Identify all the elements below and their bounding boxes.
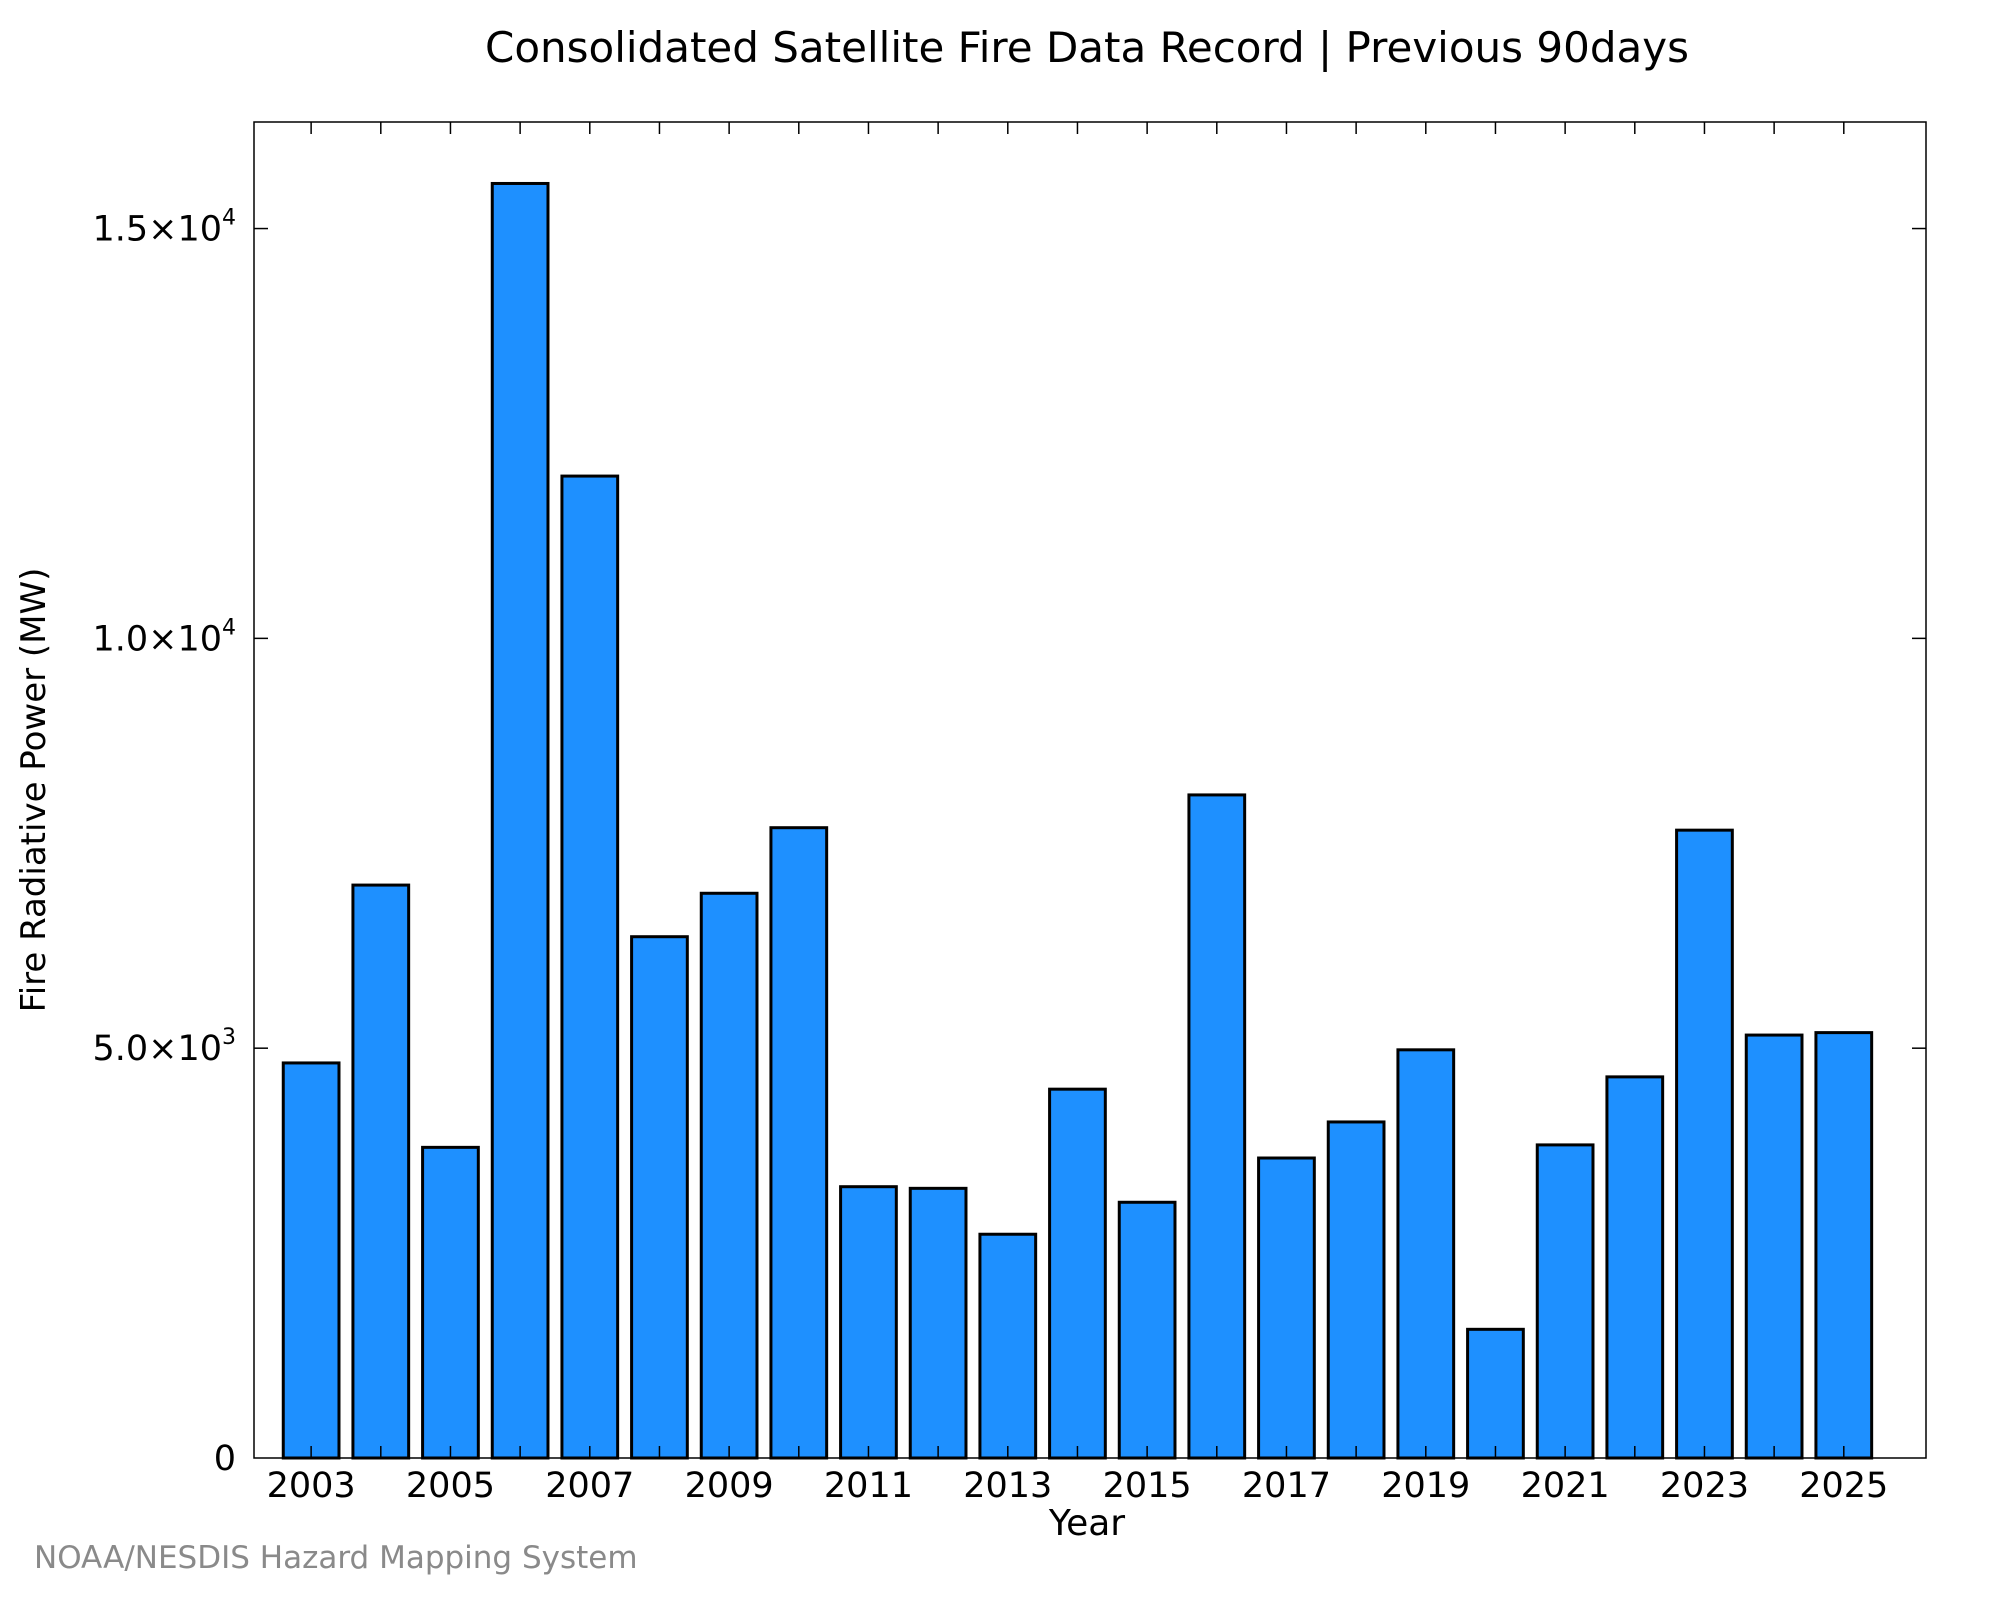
bar-2016 — [1187, 793, 1247, 1460]
y-tick-label: 5.0×103 — [92, 1025, 236, 1069]
bar-2019 — [1396, 1048, 1456, 1460]
bars-group — [281, 181, 1874, 1460]
y-tick-mantissa: 5.0×10 — [92, 1029, 222, 1069]
y-tick-mantissa: 1.5×10 — [92, 210, 222, 250]
y-tick-label: 1.5×104 — [92, 206, 236, 250]
bar-2024 — [1744, 1033, 1804, 1460]
x-tick-label: 2003 — [267, 1466, 356, 1506]
bar-2011 — [839, 1185, 898, 1460]
bar-2008 — [630, 935, 689, 1460]
plot-frame — [253, 121, 1927, 1459]
bar-2013 — [978, 1232, 1038, 1460]
x-tick-label: 2017 — [1242, 1466, 1331, 1506]
bar-2023 — [1675, 828, 1734, 1460]
y-tick-exponent: 4 — [222, 615, 236, 640]
bar-2004 — [351, 883, 411, 1460]
bar-2014 — [1048, 1087, 1107, 1460]
x-tick-label: 2019 — [1381, 1466, 1470, 1506]
bar-2020 — [1466, 1327, 1525, 1460]
source-credit: NOAA/NESDIS Hazard Mapping System — [34, 1540, 638, 1576]
bar-2010 — [769, 826, 829, 1460]
bar-2022 — [1605, 1075, 1665, 1460]
bar-2009 — [699, 891, 759, 1460]
x-tick-label: 2005 — [406, 1466, 495, 1506]
bar-2025 — [1814, 1031, 1874, 1460]
y-tick-mantissa: 0 — [214, 1439, 236, 1479]
x-tick-label: 2021 — [1521, 1466, 1610, 1506]
x-tick-label: 2013 — [963, 1466, 1052, 1506]
bar-2006 — [490, 181, 550, 1460]
bar-2021 — [1535, 1143, 1595, 1460]
y-tick-label: 1.0×104 — [92, 615, 236, 659]
bar-2018 — [1326, 1120, 1386, 1460]
y-tick-exponent: 3 — [222, 1025, 236, 1050]
y-tick-label: 0 — [214, 1439, 236, 1479]
bar-2012 — [908, 1186, 968, 1460]
y-tick-exponent: 4 — [222, 206, 236, 231]
y-tick-mantissa: 1.0×10 — [92, 619, 222, 659]
bar-2015 — [1117, 1200, 1177, 1460]
x-tick-label: 2007 — [545, 1466, 634, 1506]
x-tick-label: 2025 — [1799, 1466, 1888, 1506]
x-axis-label: Year — [1048, 1503, 1125, 1544]
chart-title: Consolidated Satellite Fire Data Record … — [485, 23, 1689, 72]
x-tick-label: 2009 — [685, 1466, 774, 1506]
x-tick-label: 2011 — [824, 1466, 913, 1506]
x-tick-label: 2023 — [1660, 1466, 1749, 1506]
x-tick-label: 2015 — [1103, 1466, 1192, 1506]
bar-2017 — [1257, 1156, 1316, 1460]
bar-2003 — [281, 1061, 341, 1460]
bar-2007 — [560, 474, 620, 1460]
y-axis-label: Fire Radiative Power (MW) — [14, 568, 54, 1013]
bar-2005 — [421, 1145, 480, 1460]
axes-group: 2003 2005 2007 2009 2011 2013 2015 2017 2019 2021… — [92, 121, 1927, 1506]
